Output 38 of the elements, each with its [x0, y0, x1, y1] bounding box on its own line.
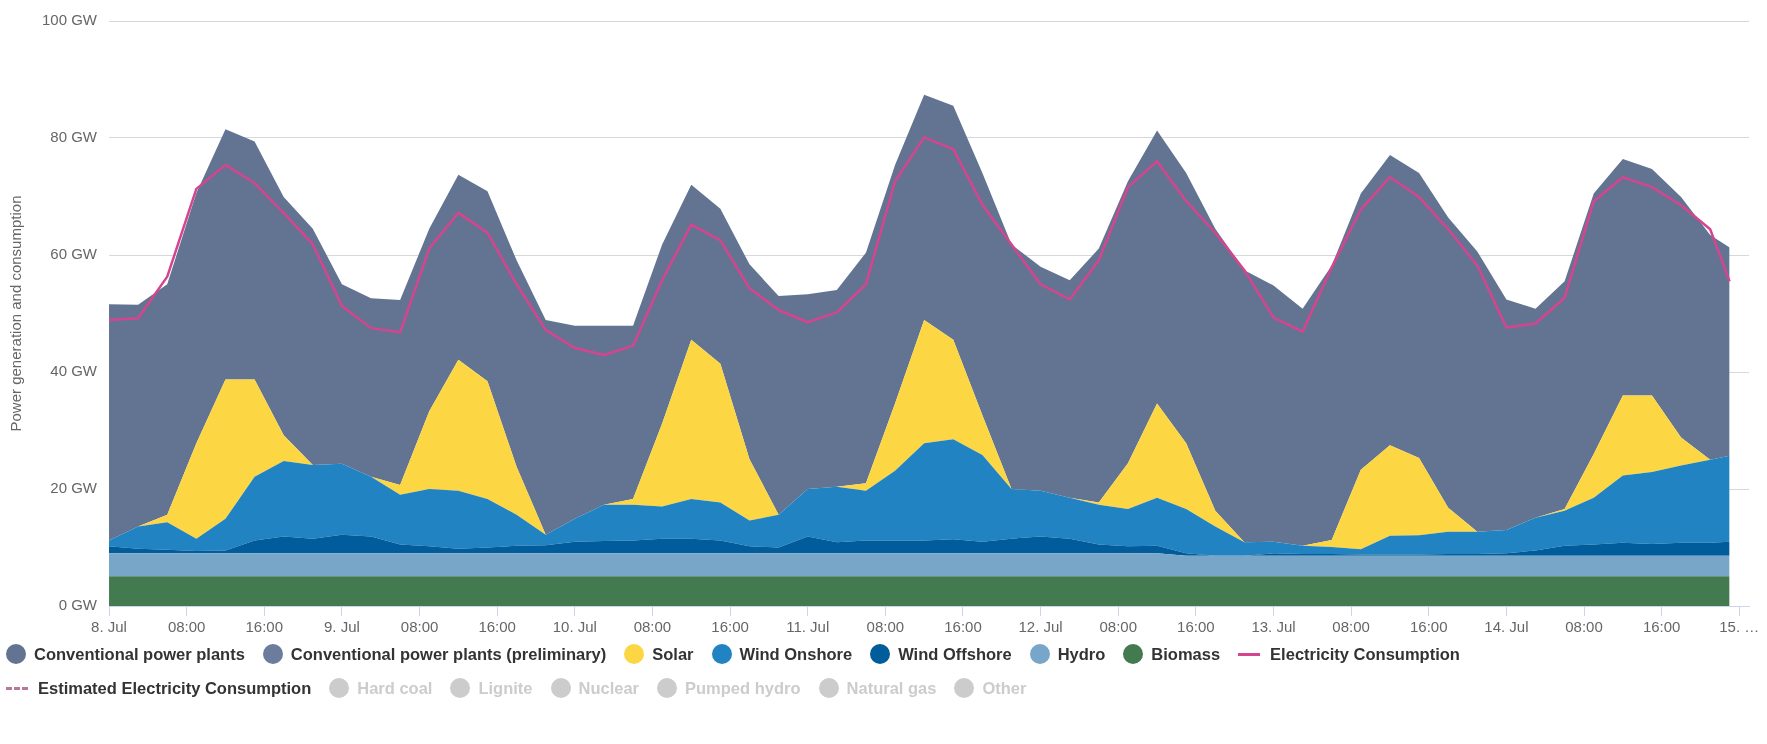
x-tick-label: 16:00: [478, 618, 516, 636]
x-tick-label: 10. Jul: [552, 618, 597, 636]
legend-label: Conventional power plants: [34, 644, 245, 664]
legend-label: Wind Offshore: [898, 644, 1012, 664]
x-tick-label: 08:00: [633, 618, 672, 636]
x-tick-label: 13. Jul: [1251, 618, 1296, 636]
x-tick-label: 16:00: [245, 618, 284, 636]
y-tick-label: 40 GW: [50, 362, 98, 380]
y-axis-title: Power generation and consumption: [7, 195, 25, 432]
legend-label: Biomass: [1151, 644, 1221, 664]
x-tick-label: 16:00: [944, 618, 982, 636]
y-tick-label: 100 GW: [41, 11, 98, 29]
legend-label: Estimated Electricity Consumption: [38, 678, 312, 698]
x-tick-label: 08:00: [1099, 618, 1138, 636]
x-tick-label: 15. …: [1719, 618, 1760, 636]
x-tick-label: 16:00: [1177, 618, 1215, 636]
x-tick-label: 08:00: [400, 618, 439, 636]
y-tick-label: 0 GW: [58, 596, 98, 614]
x-tick-label: 08:00: [167, 618, 206, 636]
x-tick-label: 08:00: [1565, 618, 1603, 636]
x-tick-label: 14. Jul: [1484, 618, 1529, 636]
legend-label: Hydro: [1057, 644, 1106, 664]
x-tick-label: 08:00: [866, 618, 905, 636]
legend-label: Solar: [652, 644, 694, 664]
y-tick-label: 60 GW: [50, 245, 98, 263]
x-tick-label: 9. Jul: [323, 618, 360, 636]
x-tick-label: 16:00: [1642, 618, 1681, 636]
x-tick-label: 16:00: [1409, 618, 1448, 636]
legend-label: Conventional power plants (preliminary): [290, 644, 607, 664]
legend-label: Electricity Consumption: [1270, 644, 1460, 664]
y-tick-label: 20 GW: [50, 479, 98, 497]
x-tick-label: 11. Jul: [786, 618, 830, 636]
x-tick-label: 12. Jul: [1018, 618, 1063, 636]
legend-label: Wind Onshore: [739, 644, 853, 664]
x-tick-label: 16:00: [711, 618, 749, 636]
x-tick-label: 8. Jul: [91, 618, 127, 636]
y-tick-label: 80 GW: [50, 128, 98, 146]
x-tick-label: 08:00: [1332, 618, 1370, 636]
